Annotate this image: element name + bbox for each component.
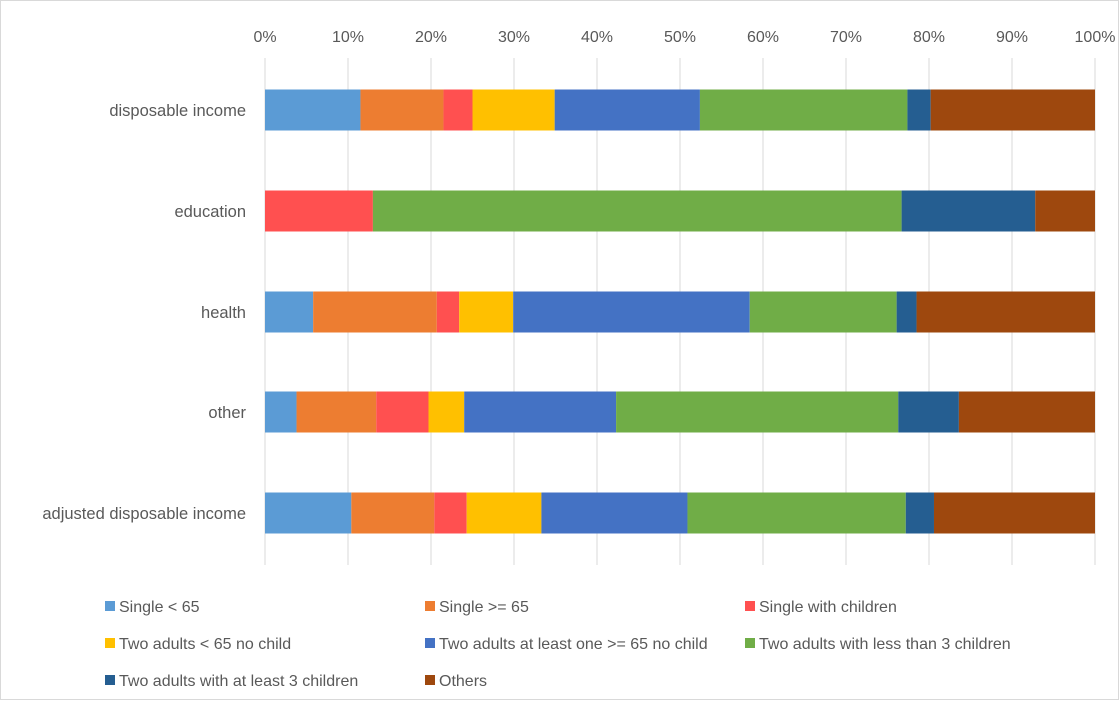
legend-swatch: [105, 601, 115, 611]
bar-segment: [472, 89, 555, 131]
legend-swatch: [425, 638, 435, 648]
legend-swatch: [105, 675, 115, 685]
bar-segment: [699, 89, 908, 131]
x-axis-tick-labels: 0% 10% 20% 30% 40% 50% 60% 70% 80% 90% 100%: [253, 29, 1115, 46]
legend-item: Others: [425, 673, 487, 690]
bar-segment: [360, 89, 444, 131]
bar-segment: [434, 492, 467, 534]
bar-segment: [958, 391, 1095, 433]
bar-segment: [749, 291, 897, 333]
x-tick-label: 10%: [332, 29, 364, 46]
bar-segment: [687, 492, 906, 534]
bar-segment: [907, 89, 931, 131]
bar-segment: [905, 492, 934, 534]
legend-item: Two adults with at least 3 children: [105, 673, 358, 690]
legend-label: Two adults with less than 3 children: [759, 636, 1011, 653]
x-tick-label: 50%: [664, 29, 696, 46]
bar-segment: [265, 89, 361, 131]
legend-label: Two adults with at least 3 children: [119, 673, 358, 690]
legend: Single < 65 Single >= 65 Single with child…: [105, 599, 1011, 690]
legend-label: Two adults < 65 no child: [119, 636, 291, 653]
category-label: other: [208, 404, 246, 422]
bar-segment: [313, 291, 437, 333]
legend-label: Single >= 65: [439, 599, 529, 616]
bar-segment: [265, 492, 352, 534]
legend-label: Two adults at least one >= 65 no child: [439, 636, 708, 653]
bar-segment: [466, 492, 542, 534]
x-tick-label: 70%: [830, 29, 862, 46]
bar-segment: [296, 391, 377, 433]
category-label: disposable income: [109, 102, 246, 120]
legend-label: Single with children: [759, 599, 897, 616]
bar-segment: [372, 190, 902, 232]
legend-swatch: [425, 675, 435, 685]
bars: [265, 89, 1095, 534]
legend-item: Two adults with less than 3 children: [745, 636, 1011, 653]
x-tick-label: 40%: [581, 29, 613, 46]
x-tick-label: 80%: [913, 29, 945, 46]
bar-segment: [916, 291, 1095, 333]
x-tick-label: 90%: [996, 29, 1028, 46]
bar-segment: [554, 89, 700, 131]
bar-segment: [616, 391, 899, 433]
bar-segment: [265, 391, 297, 433]
category-label: adjusted disposable income: [42, 505, 246, 523]
legend-swatch: [745, 638, 755, 648]
legend-item: Two adults < 65 no child: [105, 636, 291, 653]
bar-segment: [351, 492, 435, 534]
bar-segment: [428, 391, 465, 433]
legend-item: Single with children: [745, 599, 897, 616]
category-label: education: [174, 203, 246, 221]
legend-swatch: [105, 638, 115, 648]
bar-segment: [265, 291, 314, 333]
legend-item: Two adults at least one >= 65 no child: [425, 636, 708, 653]
legend-swatch: [745, 601, 755, 611]
bar-segment: [901, 190, 1036, 232]
bar-segment: [265, 190, 373, 232]
bar-segment: [1035, 190, 1095, 232]
category-labels: disposable income education health other adj…: [42, 102, 246, 523]
x-tick-label: 30%: [498, 29, 530, 46]
legend-label: Single < 65: [119, 599, 200, 616]
legend-item: Single >= 65: [425, 599, 529, 616]
legend-item: Single < 65: [105, 599, 200, 616]
bar-segment: [896, 291, 917, 333]
x-tick-label: 0%: [253, 29, 276, 46]
bar-segment: [541, 492, 688, 534]
bar-segment: [930, 89, 1095, 131]
bar-segment: [376, 391, 429, 433]
bar-segment: [436, 291, 460, 333]
bar-segment: [443, 89, 473, 131]
x-tick-label: 60%: [747, 29, 779, 46]
legend-label: Others: [439, 673, 487, 690]
x-tick-label: 100%: [1075, 29, 1116, 46]
x-tick-label: 20%: [415, 29, 447, 46]
bar-segment: [459, 291, 514, 333]
bar-segment: [513, 291, 750, 333]
bar-segment: [464, 391, 617, 433]
bar-segment: [898, 391, 959, 433]
category-label: health: [201, 304, 246, 322]
bar-segment: [933, 492, 1095, 534]
legend-swatch: [425, 601, 435, 611]
